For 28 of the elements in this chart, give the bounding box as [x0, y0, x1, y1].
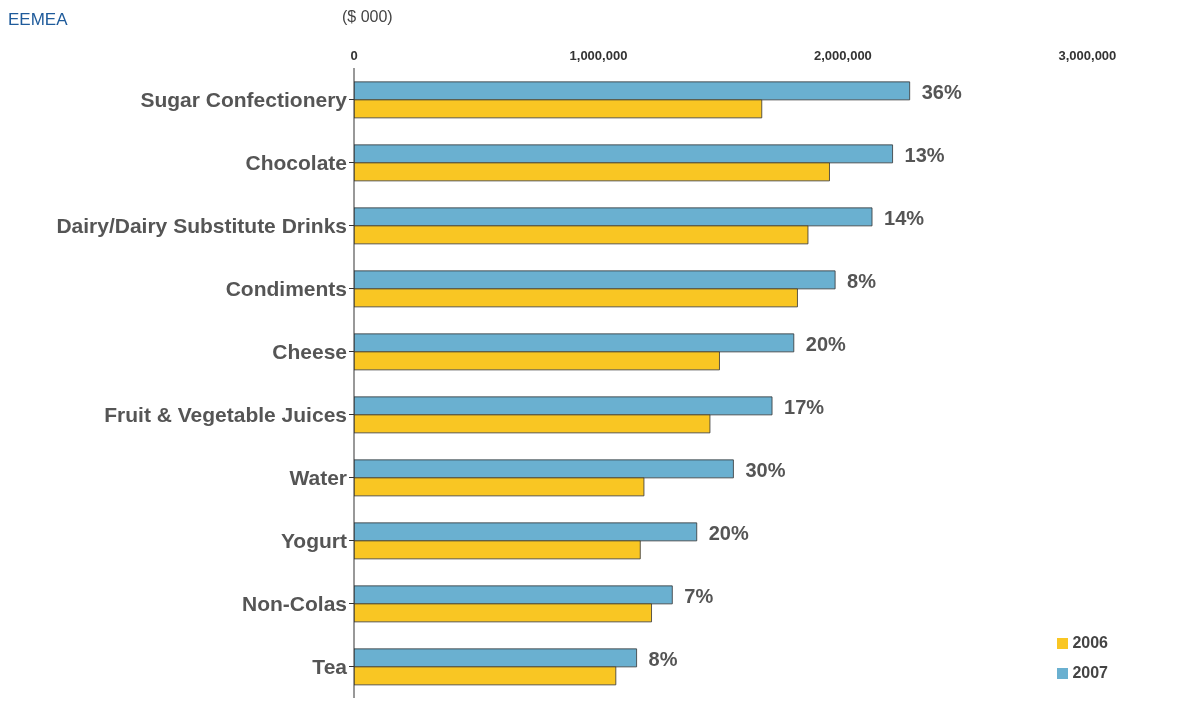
- y-tick-label: Chocolate: [245, 150, 347, 174]
- y-tick-label: Water: [289, 465, 347, 489]
- y-tick-label: Condiments: [225, 276, 347, 300]
- y-tick-label: Cheese: [272, 339, 347, 363]
- legend-label: 2006: [1072, 634, 1108, 651]
- y-tick-label: Non-Colas: [242, 591, 347, 615]
- annotation: 8%: [648, 647, 678, 670]
- annotation: 14%: [884, 206, 925, 229]
- y-tick-label: Yogurt: [280, 528, 347, 552]
- y-tick-label: Fruit & Vegetable Juices: [104, 402, 347, 426]
- x-tick-label: 0: [350, 48, 358, 63]
- annotation: 8%: [847, 269, 877, 292]
- annotation: 20%: [805, 332, 847, 355]
- y-tick-label: Dairy/Dairy Substitute Drinks: [56, 213, 347, 237]
- annotation: 13%: [904, 143, 945, 166]
- text: EEMEA: [8, 10, 68, 30]
- annotation: 7%: [684, 584, 714, 607]
- annotation: 36%: [921, 80, 962, 103]
- y-tick-label: Tea: [312, 654, 348, 678]
- annotation: 20%: [708, 521, 749, 544]
- x-tick-label: 1,000,000: [569, 48, 628, 63]
- y-tick-label: Sugar Confectionery: [140, 87, 348, 111]
- annotation: 30%: [745, 458, 786, 481]
- x-tick-label: 3,000,000: [1058, 48, 1117, 63]
- x-axis-title: ($ 000): [342, 8, 393, 26]
- annotation: 17%: [784, 395, 825, 418]
- legend-label: 2007: [1072, 664, 1108, 681]
- x-tick-label: 2,000,000: [814, 48, 872, 63]
